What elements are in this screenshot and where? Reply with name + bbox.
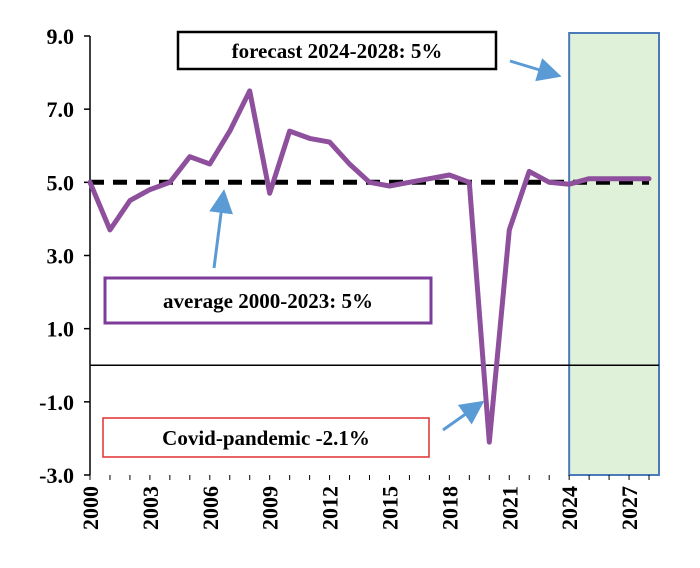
y-tick-label: 1.0	[47, 317, 75, 342]
average-arrow	[209, 189, 233, 269]
forecast-annotation-box	[176, 30, 498, 71]
growth-points	[88, 88, 651, 445]
forecast-arrow	[509, 58, 562, 82]
average-annotation-text: average 2000-2023: 5%	[163, 289, 373, 313]
y-tick-label: 7.0	[47, 97, 75, 122]
y-tick-label: -1.0	[39, 390, 74, 415]
y-tick-label: 5.0	[47, 170, 75, 195]
y-ticks: 9.0 7.0 5.0 3.0 1.0 -1.0 -3.0	[39, 24, 90, 488]
y-tick-label: -3.0	[39, 463, 74, 488]
covid-annotation-box	[102, 417, 430, 458]
y-tick-label: 3.0	[47, 244, 75, 269]
x-tick-label: 2027	[617, 486, 642, 530]
x-tick-label: 2024	[557, 486, 582, 530]
y-tick-label: 9.0	[47, 24, 75, 49]
growth-line	[87, 88, 652, 445]
x-tick-label: 2012	[318, 486, 343, 530]
x-ticks: 2000 2003 2006 2009 2012 2015 2018 2021 2024 2027	[78, 475, 650, 530]
x-tick-label: 2003	[138, 486, 163, 530]
x-tick-label: 2021	[497, 486, 522, 530]
average-annotation-box	[103, 276, 433, 325]
x-tick-label: 2006	[198, 486, 223, 530]
x-tick-label: 2009	[258, 486, 283, 530]
forecast-annotation-text: forecast 2024-2028: 5%	[232, 39, 443, 63]
x-tick-label: 2018	[437, 486, 462, 530]
forecast-region	[568, 32, 660, 476]
x-tick-label: 2000	[78, 486, 103, 530]
covid-arrow	[442, 400, 485, 432]
x-tick-label: 2015	[377, 486, 402, 530]
covid-annotation-text: Covid-pandemic -2.1%	[162, 426, 370, 450]
